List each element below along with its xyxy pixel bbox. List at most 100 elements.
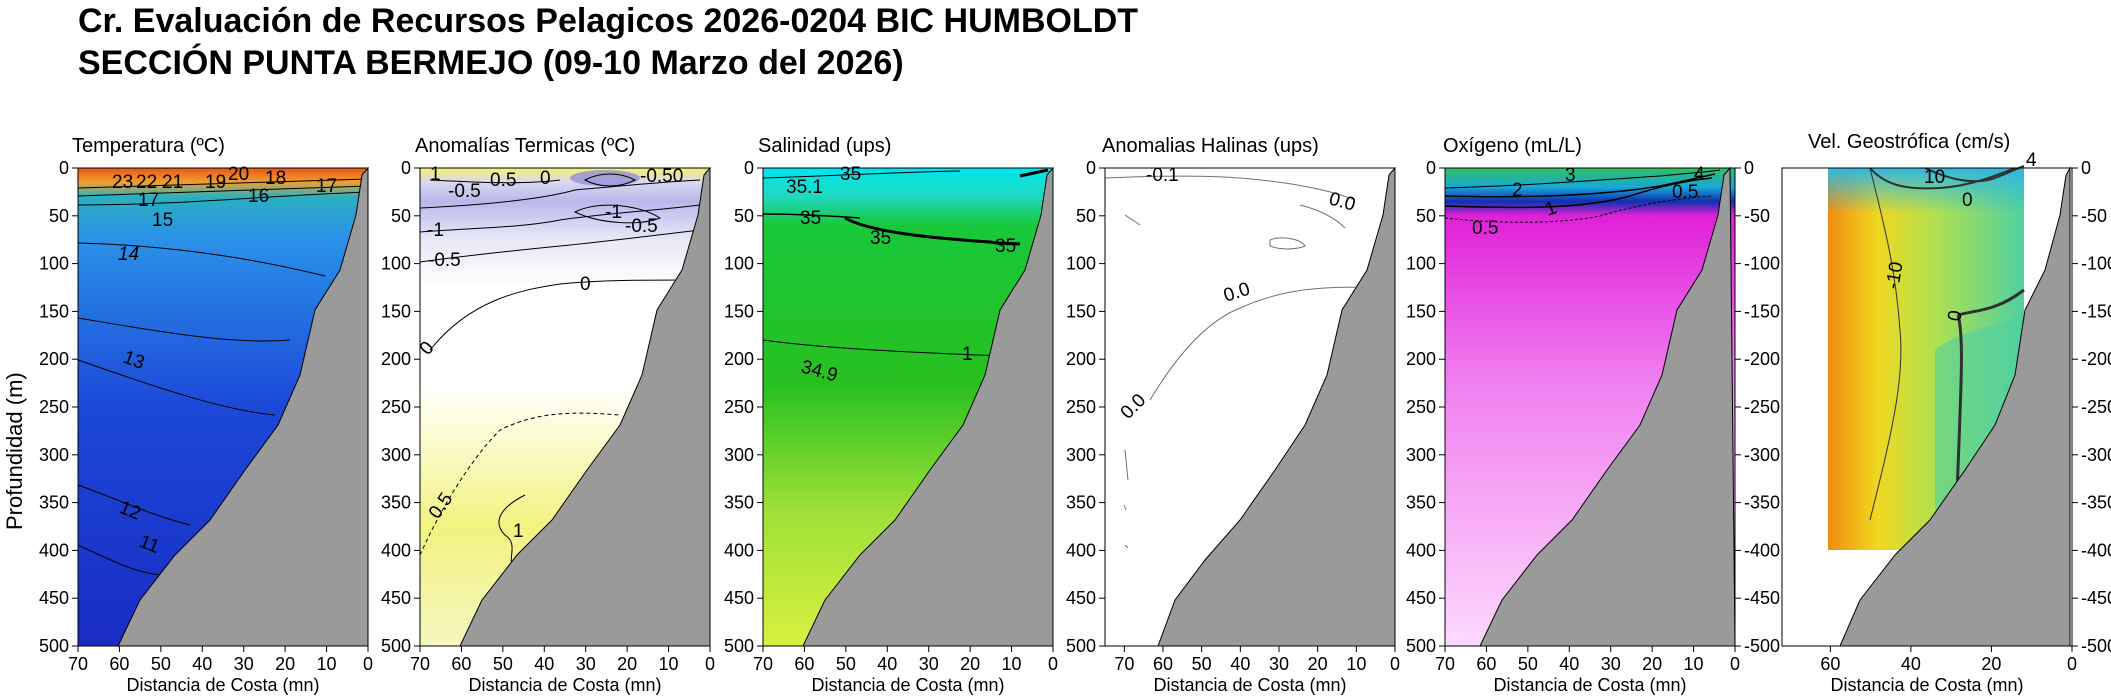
bottom-topography	[1157, 166, 1396, 647]
x-tick-label: 20	[1642, 654, 1662, 674]
y-tick-label: 200	[724, 349, 754, 369]
x-tick-label: 10	[659, 654, 679, 674]
x-tick-label: 70	[1435, 654, 1455, 674]
panel-anomalias-halinas: Anomalias Halinas (ups) -0.1 0.0 0.0 0.0…	[1066, 135, 1400, 695]
panel-oxigeno: Oxígeno (mL/L) 3 4 2 1 0.5 0.5 70 60 50 40 3…	[1406, 135, 1780, 695]
y-tick-label: 150	[724, 301, 754, 321]
contour-label: 21	[162, 172, 183, 193]
contour-label: 15	[152, 210, 173, 231]
y-tick-label: 150	[39, 301, 69, 321]
y-tick-label: 300	[39, 445, 69, 465]
temperature-contours	[77, 178, 369, 576]
x-tick-label: 60	[1153, 654, 1173, 674]
y-tick-label: 250	[381, 397, 411, 417]
contour-label: 19	[205, 172, 226, 193]
y-tick-label: 50	[49, 206, 69, 226]
x-axis-label: Distancia de Costa (mn)	[811, 675, 1004, 695]
geostrophic-velocity-contour-labels: 4 10 0 -10 0	[1882, 150, 2037, 323]
x-tick-label: 70	[1114, 654, 1134, 674]
y-tick-label: -400	[2081, 540, 2111, 560]
contour-label: 4	[2026, 150, 2037, 171]
x-tick-label: 10	[1002, 654, 1022, 674]
y-tick-label: -100	[2081, 254, 2111, 274]
bottom-topography	[459, 166, 711, 647]
contour-label: 14	[118, 244, 139, 265]
contour-label: 17	[316, 176, 337, 197]
bottom-topography	[1839, 166, 2071, 647]
bottom-topography	[802, 166, 1054, 647]
panel-vel-geostrofica: Vel. Geostrófica (cm/s) 4 10 0 -10 0 60 4…	[1781, 131, 2111, 695]
x-tick-label: 20	[617, 654, 637, 674]
y-tick-label: 350	[1406, 493, 1436, 513]
x-tick-label: 0	[2067, 654, 2077, 674]
y-tick-label: 250	[39, 397, 69, 417]
x-axis-label: Distancia de Costa (mn)	[1493, 675, 1686, 695]
y-tick-label: 450	[381, 588, 411, 608]
x-axis-label: Distancia de Costa (mn)	[1153, 675, 1346, 695]
y-tick-label: -350	[1744, 493, 1780, 513]
contour-label: 35	[840, 164, 861, 185]
panel-title-anomalias-termicas: Anomalías Termicas (ºC)	[415, 135, 635, 157]
y-tick-label: -500	[1744, 636, 1780, 656]
contour-label: 3	[1565, 165, 1576, 186]
contour-label: -10	[1882, 260, 1907, 291]
x-tick-label: 60	[451, 654, 471, 674]
y-tick-label: 250	[1406, 397, 1436, 417]
panel-title-vel-geostrofica: Vel. Geostrófica (cm/s)	[1808, 131, 2010, 153]
y-tick-label: 0	[744, 158, 754, 178]
contour-label: -0.1	[1146, 165, 1179, 186]
x-tick-label: 10	[1346, 654, 1366, 674]
contour-label: -0.5	[448, 181, 481, 202]
chart-title-line2: SECCIÓN PUNTA BERMEJO (09-10 Marzo del 2…	[78, 44, 904, 82]
oxygen-contours	[1444, 169, 1721, 223]
x-tick-label: 10	[1684, 654, 1704, 674]
contour-label: 23	[112, 172, 133, 193]
contour-label: 35	[800, 208, 821, 229]
y-tick-label: 150	[381, 301, 411, 321]
y-tick-label: 100	[1066, 254, 1096, 274]
y-tick-label: 50	[1076, 206, 1096, 226]
x-tick-label: 30	[919, 654, 939, 674]
y-tick-label: 400	[39, 540, 69, 560]
y-tick-label: -250	[2081, 397, 2111, 417]
oxygen-contour-labels: 3 4 2 1 0.5 0.5	[1472, 164, 1705, 239]
y-tick-label: -100	[1744, 254, 1780, 274]
y-tick-label: 500	[381, 636, 411, 656]
contour-label: 0.5	[1672, 182, 1698, 203]
y-tick-label: 100	[724, 254, 754, 274]
x-tick-label: 40	[877, 654, 897, 674]
contour-label: -0.5	[625, 216, 658, 237]
x-tick-label: 50	[151, 654, 171, 674]
x-axis-label: Distancia de Costa (mn)	[1830, 675, 2023, 695]
panel-salinidad: Salinidad (ups) 35 35.1 35 35 35 34.9 1 …	[724, 135, 1058, 695]
x-tick-label: 50	[493, 654, 513, 674]
contour-label: -0.50	[640, 166, 683, 187]
contour-label: 35	[870, 228, 891, 249]
x-tick-label: 20	[960, 654, 980, 674]
panel-title-oxigeno: Oxígeno (mL/L)	[1443, 135, 1582, 157]
contour-label: 0.5	[1472, 218, 1498, 239]
contour-label: 0.5	[490, 170, 516, 191]
x-tick-label: 70	[410, 654, 430, 674]
y-tick-label: 250	[1066, 397, 1096, 417]
y-tick-label: 50	[391, 206, 411, 226]
x-tick-label: 40	[1230, 654, 1250, 674]
y-tick-label: 450	[39, 588, 69, 608]
y-tick-label: 500	[724, 636, 754, 656]
y-tick-label: 350	[1066, 493, 1096, 513]
x-tick-label: 40	[534, 654, 554, 674]
y-tick-label: -200	[2081, 349, 2111, 369]
contour-label: 0	[1962, 190, 1973, 211]
x-tick-label: 0	[705, 654, 715, 674]
y-tick-label: 450	[1406, 588, 1436, 608]
x-tick-label: 10	[317, 654, 337, 674]
y-tick-label: 50	[734, 206, 754, 226]
x-tick-label: 60	[109, 654, 129, 674]
x-tick-label: 60	[794, 654, 814, 674]
y-tick-label: 150	[1066, 301, 1096, 321]
